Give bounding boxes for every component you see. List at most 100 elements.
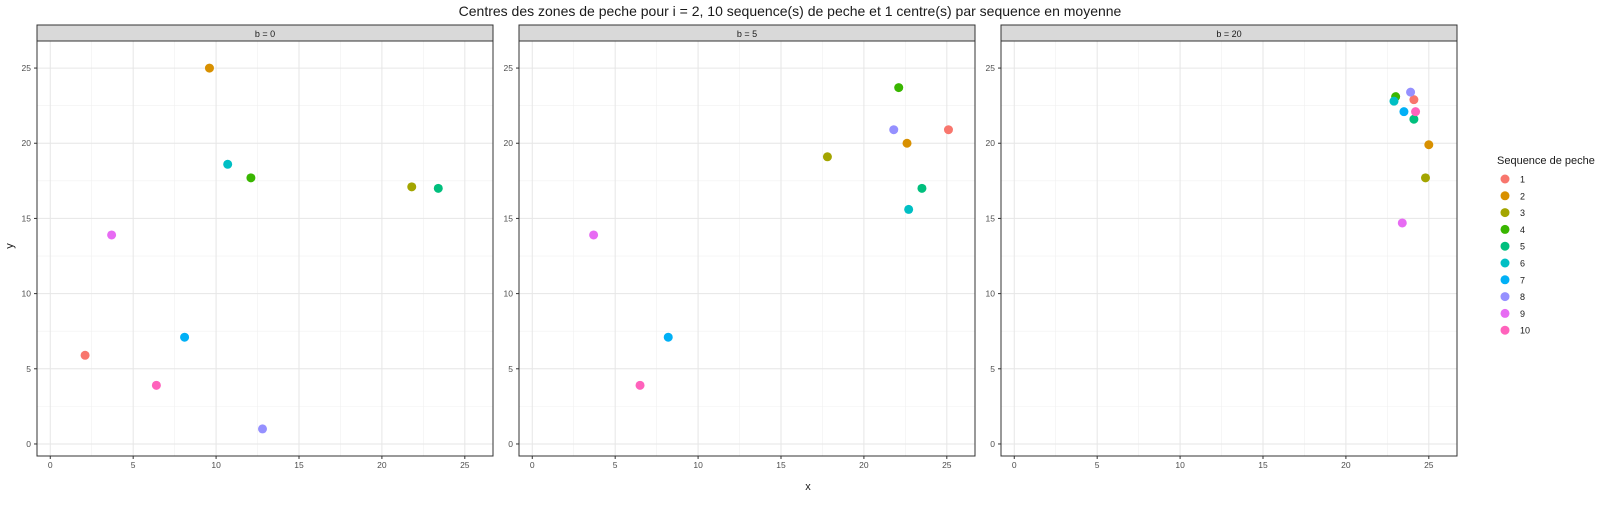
x-tick-label: 25 [1424,460,1434,470]
x-tick-label: 10 [693,460,703,470]
y-tick-label: 20 [986,138,996,148]
legend-key-7 [1500,275,1510,285]
x-tick-label: 5 [1095,460,1100,470]
legend-label-7: 7 [1520,275,1525,285]
legend-key-4 [1500,224,1510,234]
x-tick-label: 5 [131,460,136,470]
legend-label-5: 5 [1520,242,1525,252]
x-tick-label: 5 [613,460,618,470]
x-tick-label: 0 [48,460,53,470]
data-point-seq-2 [204,63,214,73]
x-tick-label: 0 [1012,460,1017,470]
x-tick-label: 15 [1258,460,1268,470]
legend-label-9: 9 [1520,309,1525,319]
x-tick-label: 25 [460,460,470,470]
x-tick-label: 10 [211,460,221,470]
legend-label-1: 1 [1520,175,1525,185]
facet-panel: b = 0 0 5 10 15 20 25 0 5 10 15 20 25 [22,24,494,470]
legend-key-1 [1500,174,1510,184]
data-point-seq-6 [223,159,233,169]
data-point-seq-3 [407,182,417,192]
x-tick-label: 15 [294,460,304,470]
y-tick-label: 20 [22,138,32,148]
y-tick-label: 5 [990,364,995,374]
y-tick-label: 5 [26,364,31,374]
x-tick-label: 0 [530,460,535,470]
data-point-seq-5 [1409,114,1419,124]
y-tick-label: 0 [26,439,31,449]
data-point-seq-2 [902,138,912,148]
data-point-seq-10 [635,380,645,390]
facet-strip-label: b = 20 [1216,29,1241,39]
plot-panel-border [36,40,494,457]
y-tick-label: 15 [22,213,32,223]
data-point-seq-3 [1420,173,1430,183]
plot-panel-border [518,40,976,457]
data-point-seq-7 [1399,107,1409,117]
data-point-seq-4 [246,173,256,183]
data-point-seq-1 [943,125,953,135]
data-point-seq-8 [889,125,899,135]
plot-panel-border [1000,40,1458,457]
data-point-seq-10 [1411,107,1421,117]
x-tick-label: 20 [859,460,869,470]
legend-key-5 [1500,241,1510,251]
legend-label-10: 10 [1520,326,1530,336]
facet-strip-label: b = 5 [737,29,757,39]
y-tick-label: 25 [504,63,514,73]
legend-label-2: 2 [1520,191,1525,201]
y-tick-label: 0 [508,439,513,449]
x-tick-label: 15 [776,460,786,470]
plot-panel-background [519,41,975,456]
legend-label-6: 6 [1520,259,1525,269]
legend-key-6 [1500,258,1510,268]
y-tick-label: 10 [986,289,996,299]
data-point-seq-10 [151,380,161,390]
legend-label-4: 4 [1520,225,1525,235]
data-point-seq-5 [917,183,927,193]
x-tick-label: 20 [377,460,387,470]
y-tick-label: 25 [22,63,32,73]
data-point-seq-6 [1389,96,1399,106]
x-tick-label: 20 [1341,460,1351,470]
legend-key-3 [1500,208,1510,218]
data-point-seq-6 [904,204,914,214]
x-tick-label: 25 [942,460,952,470]
x-tick-label: 10 [1175,460,1185,470]
legend-key-9 [1500,308,1510,318]
data-point-seq-4 [894,83,904,93]
facet-panel: b = 20 0 5 10 15 20 25 0 5 10 15 20 25 [986,24,1458,470]
legend-key-8 [1500,292,1510,302]
chart-title: Centres des zones de peche pour i = 2, 1… [459,3,1122,19]
y-tick-label: 15 [986,213,996,223]
legend-label-3: 3 [1520,208,1525,218]
data-point-seq-8 [258,424,268,434]
data-point-seq-9 [589,230,599,240]
legend-title: Sequence de peche [1497,155,1595,167]
y-tick-label: 0 [990,439,995,449]
y-tick-label: 15 [504,213,514,223]
y-tick-label: 10 [504,289,514,299]
facet-panel: b = 5 0 5 10 15 20 25 0 5 10 15 20 25 [504,24,976,470]
facet-panels: b = 0 0 5 10 15 20 25 0 5 10 15 20 25 b = 5 0 5 10 15 20 25… [22,24,1458,470]
data-point-seq-9 [1397,218,1407,228]
data-point-seq-8 [1406,87,1416,97]
y-tick-label: 5 [508,364,513,374]
data-point-seq-3 [822,152,832,162]
y-tick-label: 20 [504,138,514,148]
legend-key-2 [1500,191,1510,201]
x-axis-label: x [805,481,811,493]
data-point-seq-2 [1424,140,1434,150]
legend-key-10 [1500,325,1510,335]
plot-panel-background [1001,41,1457,456]
y-tick-label: 10 [22,289,32,299]
y-axis-label: y [4,243,16,249]
facet-strip-label: b = 0 [255,29,275,39]
data-point-seq-1 [1409,95,1419,105]
legend-label-8: 8 [1520,292,1525,302]
plot-panel-background [37,41,493,456]
legend: Sequence de peche 1 2 3 4 5 6 7 8 9 10 [1497,155,1595,336]
data-point-seq-1 [80,350,90,360]
data-point-seq-7 [180,332,190,342]
